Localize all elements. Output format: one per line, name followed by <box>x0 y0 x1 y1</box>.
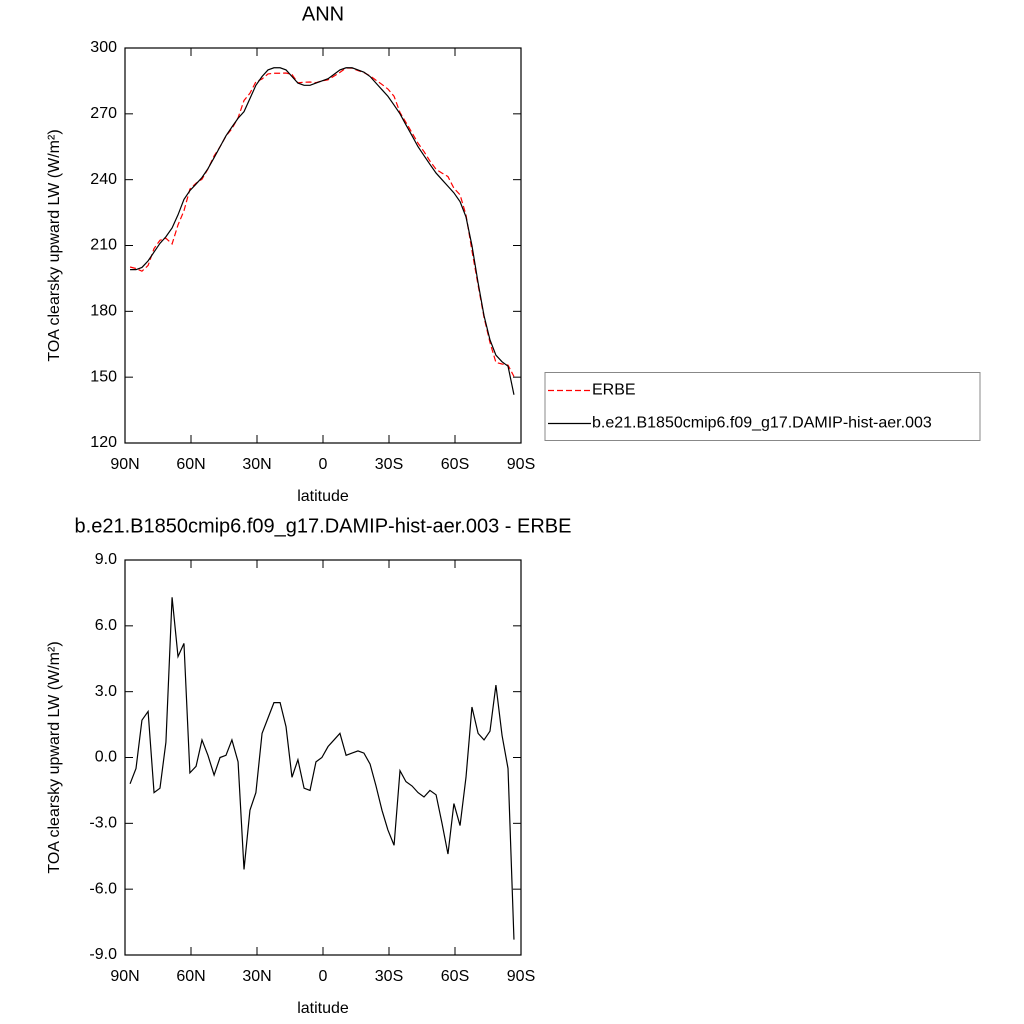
legend-label: b.e21.B1850cmip6.f09_g17.DAMIP-hist-aer.… <box>592 415 932 432</box>
y-tick-label: 0.0 <box>95 749 117 766</box>
x-tick-label: 30S <box>375 968 403 985</box>
x-tick-label: 90S <box>507 456 535 473</box>
x-axis-label: latitude <box>297 1000 349 1017</box>
y-tick-label: -9.0 <box>89 946 117 963</box>
y-tick-label: -3.0 <box>89 815 117 832</box>
x-tick-label: 60S <box>441 456 469 473</box>
y-tick-label: 120 <box>90 434 117 451</box>
x-tick-label: 0 <box>319 456 328 473</box>
y-tick-label: 150 <box>90 368 117 385</box>
y-tick-label: 270 <box>90 105 117 122</box>
x-tick-label: 30N <box>242 968 271 985</box>
x-tick-label: 60S <box>441 968 469 985</box>
y-axis-label: TOA clearsky upward LW (W/m²) <box>46 129 63 361</box>
x-tick-label: 60N <box>176 968 205 985</box>
chart-title: ANN <box>302 3 344 25</box>
x-tick-label: 30S <box>375 456 403 473</box>
y-tick-label: 180 <box>90 303 117 320</box>
x-tick-label: 90S <box>507 968 535 985</box>
y-tick-label: -6.0 <box>89 880 117 897</box>
x-tick-label: 0 <box>319 968 328 985</box>
x-tick-label: 30N <box>242 456 271 473</box>
legend-label: ERBE <box>592 382 636 399</box>
y-axis-label: TOA clearsky upward LW (W/m²) <box>46 641 63 873</box>
x-tick-label: 90N <box>110 456 139 473</box>
chart-title: b.e21.B1850cmip6.f09_g17.DAMIP-hist-aer.… <box>75 515 572 537</box>
legend-box <box>544 372 981 441</box>
data-line <box>129 67 515 377</box>
y-tick-label: 6.0 <box>95 617 117 634</box>
x-tick-label: 60N <box>176 456 205 473</box>
y-tick-label: 300 <box>90 39 117 56</box>
y-tick-label: 240 <box>90 171 117 188</box>
y-tick-label: 210 <box>90 237 117 254</box>
x-tick-label: 90N <box>110 968 139 985</box>
y-tick-label: 9.0 <box>95 551 117 568</box>
data-line <box>129 597 515 940</box>
x-axis-label: latitude <box>297 488 349 505</box>
y-tick-label: 3.0 <box>95 683 117 700</box>
data-line <box>130 67 515 395</box>
